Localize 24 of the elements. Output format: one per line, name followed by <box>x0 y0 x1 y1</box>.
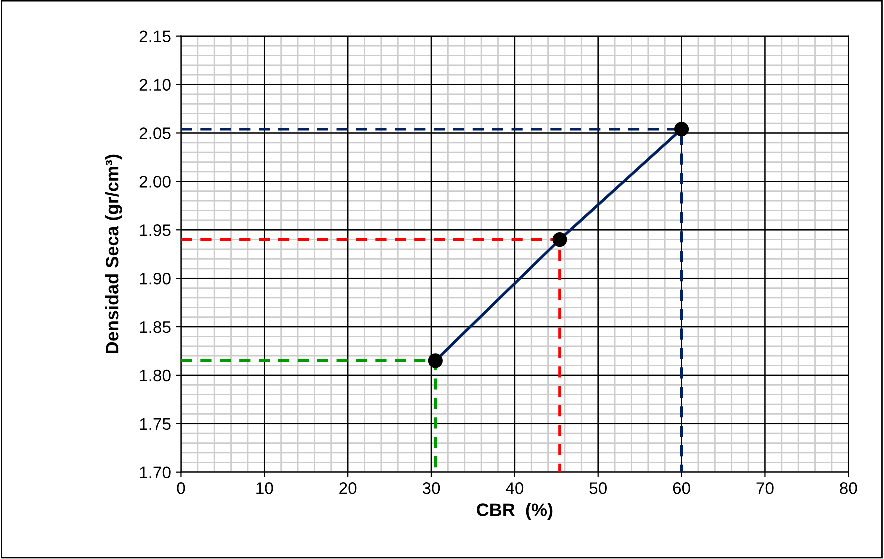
point <box>674 122 690 137</box>
y-tick-label: 1.80 <box>140 370 171 382</box>
y-tick-label: 2.00 <box>140 176 171 188</box>
y-tick-label: 1.75 <box>140 418 171 430</box>
y-tick-label: 2.05 <box>140 128 171 140</box>
point <box>552 232 568 248</box>
x-tick-label: 40 <box>506 482 524 494</box>
x-tick-label: 50 <box>590 482 607 494</box>
y-tick-label: 2.10 <box>140 79 171 91</box>
point <box>428 354 443 368</box>
x-tick-label: 0 <box>177 482 186 494</box>
x-axis-title: CBR (%) <box>477 503 553 520</box>
y-tick-label: 1.85 <box>140 321 171 334</box>
x-tick-label: 20 <box>340 482 357 494</box>
y-axis-title: Densidad Seca (gr/cm³) <box>105 154 122 354</box>
x-tick-label: 70 <box>756 482 774 494</box>
y-tick-label: 2.15 <box>140 30 171 43</box>
y-tick-label: 1.70 <box>140 466 171 479</box>
x-tick-label: 30 <box>422 482 440 494</box>
y-tick-label: 1.90 <box>140 272 171 285</box>
x-tick-label: 80 <box>840 482 858 494</box>
x-tick-label: 60 <box>673 482 690 494</box>
x-tick-label: 10 <box>256 482 274 494</box>
y-tick-label: 1.95 <box>140 224 171 236</box>
